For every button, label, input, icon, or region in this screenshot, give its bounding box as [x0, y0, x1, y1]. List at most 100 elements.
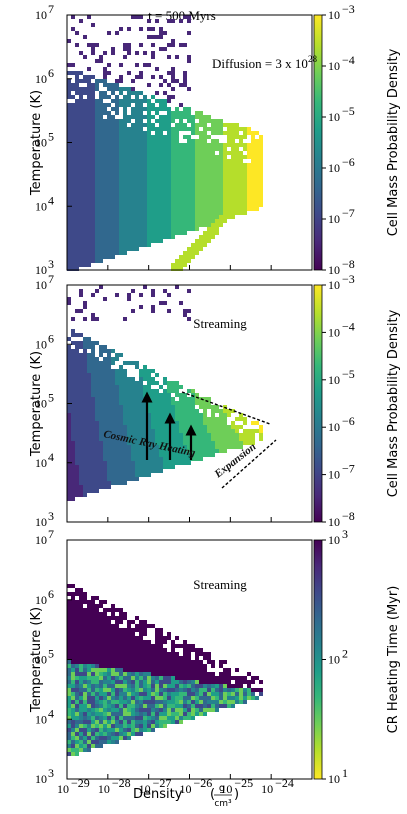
heatmap-cell	[123, 684, 127, 688]
heatmap-cell	[71, 27, 75, 31]
heatmap-cell	[115, 644, 119, 648]
heatmap-cell	[199, 708, 203, 712]
heatmap-cell	[67, 115, 71, 119]
heatmap-cell	[67, 135, 71, 139]
heatmap-cell	[187, 656, 191, 660]
heatmap-cell	[79, 397, 83, 401]
heatmap-cell	[91, 317, 95, 321]
heatmap-cell	[139, 425, 143, 429]
heatmap-cell	[67, 465, 71, 469]
heatmap-cell	[87, 123, 91, 127]
heatmap-cell	[79, 309, 83, 313]
heatmap-cell	[151, 309, 155, 313]
heatmap-cell	[147, 652, 151, 656]
colorbar-tick-label: 10	[328, 772, 340, 786]
heatmap-cell	[203, 167, 207, 171]
heatmap-cell	[207, 437, 211, 441]
heatmap-cell	[179, 203, 183, 207]
heatmap-cell	[175, 716, 179, 720]
colorbar-tick-exponent: 2	[342, 647, 348, 661]
colorbar-2	[313, 539, 323, 780]
heatmap-cell	[191, 644, 195, 648]
heatmap-cell	[127, 640, 131, 644]
heatmap-cell	[199, 457, 203, 461]
heatmap-cell	[91, 143, 95, 147]
heatmap-cell	[195, 445, 199, 449]
heatmap-cell	[175, 151, 179, 155]
heatmap-cell	[103, 51, 107, 55]
heatmap-cell	[103, 465, 107, 469]
heatmap-cell	[131, 648, 135, 652]
heatmap-cell	[207, 115, 211, 119]
heatmap-cell	[99, 600, 103, 604]
heatmap-cell	[103, 688, 107, 692]
heatmap-cell	[143, 191, 147, 195]
heatmap-cell	[227, 135, 231, 139]
heatmap-cell	[87, 604, 91, 608]
heatmap-cell	[87, 127, 91, 131]
heatmap-cell	[195, 247, 199, 251]
heatmap-cell	[203, 123, 207, 127]
heatmap-cell	[147, 389, 151, 393]
heatmap-cell	[75, 207, 79, 211]
heatmap-cell	[175, 652, 179, 656]
heatmap-cell	[107, 660, 111, 664]
heatmap-cell	[247, 155, 251, 159]
heatmap-cell	[107, 385, 111, 389]
heatmap-cell	[203, 668, 207, 672]
heatmap-cell	[95, 740, 99, 744]
heatmap-cell	[159, 441, 163, 445]
heatmap-cell	[179, 716, 183, 720]
heatmap-cell	[131, 688, 135, 692]
heatmap-cell	[119, 373, 123, 377]
heatmap-cell	[83, 179, 87, 183]
heatmap-cell	[171, 708, 175, 712]
heatmap-cell	[151, 676, 155, 680]
heatmap-cell	[179, 255, 183, 259]
heatmap-cell	[119, 389, 123, 393]
heatmap-cell	[79, 592, 83, 596]
heatmap-cell	[67, 207, 71, 211]
heatmap-cell	[91, 135, 95, 139]
heatmap-cell	[123, 175, 127, 179]
heatmap-cell	[187, 183, 191, 187]
heatmap-cell	[191, 219, 195, 223]
heatmap-cell	[95, 433, 99, 437]
heatmap-cell	[115, 183, 119, 187]
heatmap-cell	[119, 632, 123, 636]
heatmap-cell	[171, 672, 175, 676]
heatmap-cell	[171, 215, 175, 219]
heatmap-cell	[163, 135, 167, 139]
heatmap-cell	[71, 489, 75, 493]
colorbar-tick-exponent: −8	[342, 509, 355, 523]
heatmap-cell	[91, 736, 95, 740]
colorbar-tick-exponent: −4	[342, 53, 355, 67]
heatmap-cell	[119, 473, 123, 477]
heatmap-cell	[171, 263, 175, 267]
heatmap-cell	[67, 215, 71, 219]
heatmap-cell	[187, 453, 191, 457]
heatmap-cell	[71, 417, 75, 421]
heatmap-cell	[67, 171, 71, 175]
heatmap-cell	[95, 708, 99, 712]
heatmap-cell	[183, 429, 187, 433]
heatmap-cell	[139, 628, 143, 632]
heatmap-cell	[83, 636, 87, 640]
heatmap-cell	[83, 481, 87, 485]
heatmap-cell	[99, 91, 103, 95]
heatmap-cell	[143, 107, 147, 111]
heatmap-cell	[91, 195, 95, 199]
heatmap-cell	[211, 421, 215, 425]
heatmap-cell	[175, 179, 179, 183]
heatmap-cell	[111, 441, 115, 445]
heatmap-cell	[111, 155, 115, 159]
heatmap-cell	[183, 255, 187, 259]
heatmap-cell	[187, 15, 191, 19]
heatmap-cell	[247, 207, 251, 211]
heatmap-cell	[207, 163, 211, 167]
heatmap-cell	[79, 231, 83, 235]
heatmap-cell	[111, 207, 115, 211]
colorbar-tick-label: 10	[328, 420, 340, 434]
heatmap-cell	[163, 183, 167, 187]
heatmap-cell	[111, 203, 115, 207]
